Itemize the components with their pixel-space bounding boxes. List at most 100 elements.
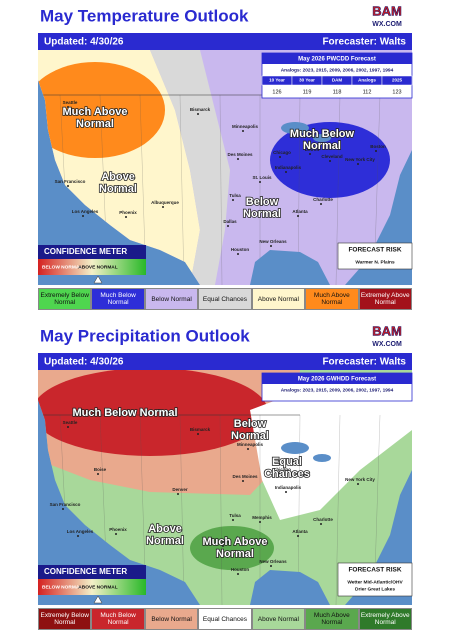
- analog-title-bar: [262, 373, 412, 384]
- risk-title: FORECAST RISK: [348, 567, 401, 574]
- city-dot: [279, 473, 281, 475]
- city-dot: [357, 483, 359, 485]
- city-label: New York City: [345, 477, 375, 482]
- legend: Extremely Below Normal Much Below Normal B…: [38, 608, 412, 630]
- city-label: Des Moines: [232, 474, 258, 479]
- city-dot: [285, 171, 287, 173]
- city-label: New Orleans: [259, 239, 287, 244]
- city-dot: [67, 185, 69, 187]
- legend-entry: Extremely Below Normal: [38, 608, 92, 630]
- confidence-high: ABOVE NORMAL: [78, 584, 118, 590]
- state-line: [179, 94, 185, 285]
- city-label: Tulsa: [229, 193, 241, 198]
- confidence-low: BELOW NORMAL: [42, 264, 82, 270]
- confidence-low: BELOW NORMAL: [42, 584, 82, 590]
- city-dot: [162, 206, 164, 208]
- risk-text: Drier Great Lakes: [355, 586, 395, 592]
- analog-title: May 2026 PWCDD Forecast: [298, 57, 376, 63]
- table-header: Analogs: [358, 78, 376, 83]
- city-label: Atlanta: [292, 529, 308, 534]
- region-label: Normal: [146, 535, 184, 547]
- region-label: Normal: [216, 548, 254, 560]
- city-dot: [67, 106, 69, 108]
- analog-title: May 2026 GWHDD Forecast: [298, 377, 376, 383]
- city-label: Boston: [370, 144, 386, 149]
- city-label: San Francisco: [55, 179, 86, 184]
- city-label: Phoenix: [109, 527, 127, 532]
- city-label: Houston: [231, 247, 249, 252]
- city-dot: [125, 216, 127, 218]
- confidence-meter: [38, 259, 146, 275]
- city-dot: [62, 508, 64, 510]
- outlook-region: [38, 62, 165, 158]
- city-label: Charlotte: [313, 197, 333, 202]
- city-dot: [97, 473, 99, 475]
- city-dot: [309, 153, 311, 155]
- great-lakes: [281, 122, 309, 134]
- state-line: [335, 94, 341, 285]
- region-label: Much Above: [203, 536, 268, 548]
- header-bar: [38, 353, 412, 370]
- outlook-region: [190, 526, 274, 570]
- updated-date: Updated: 4/30/26: [44, 357, 124, 368]
- city-dot: [357, 163, 359, 165]
- analog-years: Analogs: 2023, 2015, 2009, 2006, 2002, 1…: [281, 67, 394, 73]
- table-value: 123: [392, 89, 401, 95]
- city-label: Seattle: [63, 420, 78, 425]
- outlook-region: [150, 50, 230, 285]
- legend-entry: Extremely Above Normal: [358, 608, 412, 630]
- city-dot: [82, 215, 84, 217]
- city-label: Minneapolis: [237, 442, 263, 447]
- table-header: 30 Year: [299, 78, 315, 83]
- table-header: 2025: [392, 78, 403, 83]
- city-label: Denver: [172, 487, 188, 492]
- region-label: Normal: [231, 430, 269, 442]
- risk-box: [337, 562, 413, 597]
- table-value: 119: [303, 89, 312, 95]
- city-dot: [197, 433, 199, 435]
- city-label: Phoenix: [119, 210, 137, 215]
- city-label: Charlotte: [313, 517, 333, 522]
- region-label: Normal: [243, 208, 281, 220]
- city-label: Detroit: [305, 147, 320, 152]
- city-label: Albuquerque: [151, 200, 179, 205]
- legend-entry: Much Above Normal: [305, 288, 359, 310]
- city-label: Cleveland: [321, 154, 343, 159]
- state-line: [219, 414, 223, 605]
- great-lakes: [313, 134, 331, 142]
- legend-entry: Extremely Above Normal: [358, 288, 412, 310]
- legend-entry: Above Normal: [251, 608, 306, 630]
- risk-box: [337, 242, 413, 270]
- city-label: Tulsa: [229, 513, 241, 518]
- city-label: Chicago: [273, 467, 291, 472]
- analog-title-bar: [262, 53, 412, 64]
- region-label: Above: [148, 523, 182, 535]
- city-dot: [237, 158, 239, 160]
- city-dot: [115, 533, 117, 535]
- confidence-title: CONFIDENCE METER: [44, 247, 127, 256]
- logo-text: WX.COM: [372, 21, 402, 28]
- city-label: Chicago: [273, 150, 291, 155]
- region-label: Normal: [303, 140, 341, 152]
- table-header-cell: [381, 75, 413, 86]
- state-line: [335, 414, 341, 605]
- forecaster: Forecaster: Walts: [322, 357, 406, 368]
- table-header: DAM: [332, 78, 342, 83]
- city-label: Dallas: [223, 219, 237, 224]
- region-label: Normal: [99, 183, 137, 195]
- city-label: Memphis: [252, 515, 272, 520]
- risk-text: Warmer N. Plains: [355, 259, 395, 265]
- region-label: Below: [246, 196, 279, 208]
- city-dot: [375, 150, 377, 152]
- region-label: Normal: [76, 118, 114, 130]
- city-label: Boise: [94, 467, 107, 472]
- region-label: Much Below Normal: [72, 407, 177, 419]
- city-dot: [177, 493, 179, 495]
- city-dot: [232, 519, 234, 521]
- city-label: Minneapolis: [232, 124, 258, 129]
- city-dot: [297, 215, 299, 217]
- legend-entry: Extremely Below Normal: [38, 288, 92, 310]
- confidence-title-bar: [38, 245, 146, 259]
